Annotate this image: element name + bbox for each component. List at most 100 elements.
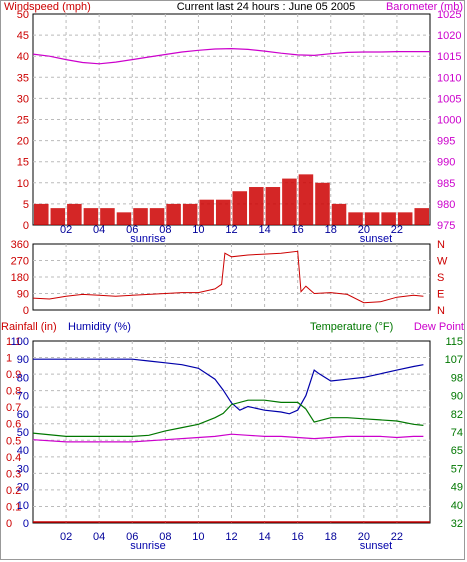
hour-tick-label: 14 [258,224,270,236]
hour-tick-label: 18 [325,531,337,543]
hour-tick-label: 08 [159,531,171,543]
windspeed-bar [182,203,198,225]
sunrise-label-2: sunrise [130,540,165,552]
windspeed-tick-label: 50 [17,9,29,21]
windspeed-bar [83,208,99,225]
windspeed-tick-label: 40 [17,51,29,63]
barometer-tick-label: 1015 [437,51,461,63]
humidity-tick-label: 30 [17,463,29,475]
hour-tick-label: 20 [358,224,370,236]
windspeed-bar [215,199,231,225]
windspeed-bar [397,212,413,225]
chart-title: Current last 24 hours : June 05 2005 [177,1,356,13]
direction-degree-tick-label: 180 [11,272,29,284]
windspeed-tick-label: 20 [17,136,29,148]
barometer-tick-label: 985 [437,178,455,190]
barometer-tick-label: 995 [437,136,455,148]
compass-tick-label: W [437,256,448,268]
sunrise-label: sunrise [130,233,165,245]
barometer-tick-label: 1010 [437,72,461,84]
hour-tick-label: 06 [126,531,138,543]
temperature-tick-label: 90 [451,391,463,403]
dewpoint-axis-title: Dew Point [414,321,464,333]
hour-tick-label: 04 [93,224,105,236]
windspeed-tick-label: 30 [17,93,29,105]
compass-tick-label: N [437,239,445,251]
hour-tick-label: 08 [159,224,171,236]
windspeed-tick-label: 0 [23,220,29,232]
windspeed-bar [348,212,363,225]
windspeed-bar [265,187,281,225]
windspeed-bar [282,178,297,225]
humidity-line [33,358,424,415]
barometer-tick-label: 1005 [437,93,461,105]
direction-degree-tick-label: 360 [11,239,29,251]
rainfall-tick-label: 0.4 [6,452,21,464]
sunset-label: sunset [360,233,392,245]
hour-tick-label: 12 [225,531,237,543]
compass-tick-label: N [437,305,445,317]
windspeed-tick-label: 25 [17,115,29,127]
hour-tick-label: 16 [292,224,304,236]
barometer-tick-label: 990 [437,157,455,169]
windspeed-bar [166,203,181,225]
humidity-axis-title: Humidity (%) [68,321,131,333]
windspeed-bar [100,208,115,225]
windspeed-bar [414,208,429,225]
direction-degree-tick-label: 270 [11,256,29,268]
humidity-tick-label: 70 [17,391,29,403]
compass-tick-label: S [437,272,444,284]
hour-tick-label: 22 [391,531,403,543]
rainfall-tick-label: 0.2 [6,485,21,497]
temperature-tick-label: 49 [451,482,463,494]
humidity-tick-label: 0 [23,518,29,530]
windspeed-tick-label: 35 [17,72,29,84]
temperature-tick-label: 82 [451,409,463,421]
temperature-tick-label: 107 [445,354,463,366]
windspeed-bar [50,208,66,225]
humidity-tick-label: 20 [17,482,29,494]
windspeed-bar [199,199,214,225]
compass-tick-label: E [437,289,444,301]
windspeed-bar [381,212,396,225]
temperature-tick-label: 98 [451,372,463,384]
windspeed-bar [116,212,132,225]
windspeed-bar [364,212,380,225]
wind-direction-line [32,250,424,304]
barometer-tick-label: 1025 [437,9,461,21]
windspeed-tick-label: 5 [23,199,29,211]
temperature-line [32,399,424,437]
humidity-tick-label: 90 [17,354,29,366]
humidity-tick-label: 10 [17,500,29,512]
humidity-tick-label: 40 [17,445,29,457]
hour-tick-label: 06 [126,224,138,236]
windspeed-tick-label: 15 [17,157,29,169]
temperature-tick-label: 40 [451,500,463,512]
hour-tick-label: 12 [225,224,237,236]
hour-tick-label: 14 [258,531,270,543]
barometer-tick-label: 975 [437,220,455,232]
hour-tick-label: 10 [192,531,204,543]
rainfall-tick-label: 1.1 [6,336,21,348]
windspeed-bar [298,174,314,225]
temperature-tick-label: 115 [445,336,463,348]
humidity-tick-label: 50 [17,427,29,439]
rainfall-tick-label: 0.7 [6,402,21,414]
hour-tick-label: 22 [391,224,403,236]
windspeed-tick-label: 10 [17,178,29,190]
humidity-tick-label: 80 [17,372,29,384]
hour-tick-label: 02 [60,224,72,236]
rainfall-tick-label: 0.5 [6,435,21,447]
hour-tick-label: 04 [93,531,105,543]
rainfall-tick-label: 0.6 [6,419,21,431]
rainfall-tick-label: 0.1 [6,501,21,513]
hour-tick-label: 16 [292,531,304,543]
windspeed-bar [149,208,165,225]
rainfall-tick-label: 0 [6,518,12,530]
barometer-tick-label: 1000 [437,115,461,127]
barometer-axis-title: Barometer (mb) [386,1,463,13]
rainfall-tick-label: 0.8 [6,386,21,398]
barometer-line [32,47,430,65]
rainfall-axis-title: Rainfall (in) [1,321,57,333]
